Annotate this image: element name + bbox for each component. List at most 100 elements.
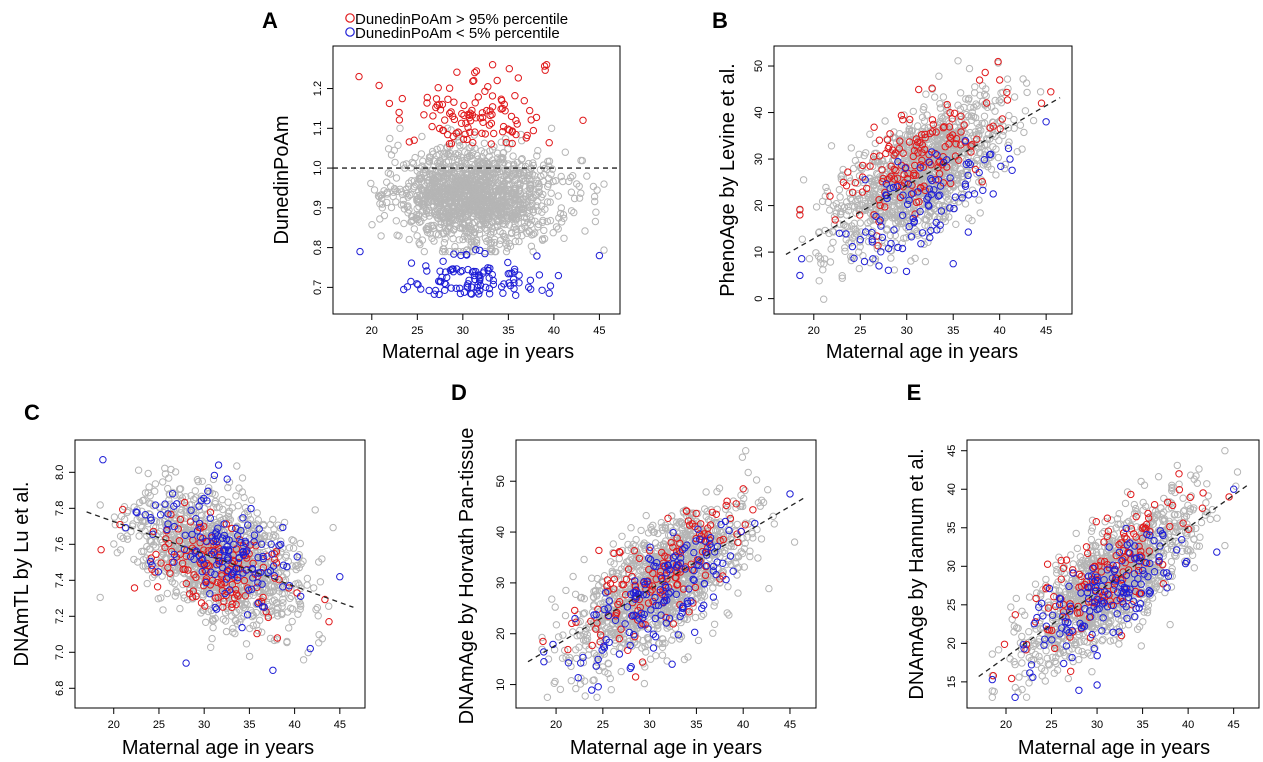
data-point-high [935, 158, 943, 167]
data-point-low [886, 184, 894, 193]
data-point [425, 191, 433, 199]
data-point-high [458, 110, 466, 118]
data-point-low [917, 240, 925, 248]
data-point [842, 222, 850, 230]
data-point [433, 197, 441, 205]
data-point [390, 184, 399, 193]
data-point [968, 186, 977, 194]
data-point [965, 214, 973, 222]
data-point-high [498, 96, 506, 105]
data-point [439, 200, 447, 208]
data-point-high [918, 156, 926, 165]
data-point [870, 182, 878, 190]
data-point-low [877, 222, 885, 230]
data-point-high [499, 122, 508, 131]
data-point [425, 157, 433, 165]
data-point [836, 193, 844, 201]
data-point [983, 103, 992, 112]
data-point [754, 554, 762, 562]
data-point [511, 237, 520, 246]
data-point [400, 219, 408, 228]
data-point [992, 171, 1000, 179]
data-point [96, 593, 104, 602]
data-point-low [918, 229, 927, 237]
data-point [878, 236, 886, 245]
y-tick-label: 30 [753, 153, 765, 165]
data-point [941, 188, 950, 196]
data-point [883, 225, 891, 233]
data-point [565, 177, 573, 186]
data-point [412, 211, 420, 219]
data-point-low [872, 212, 880, 221]
data-point [820, 260, 828, 268]
data-point [452, 161, 460, 169]
data-point [874, 170, 882, 179]
data-point-high [487, 119, 496, 128]
panel-a: A 20 25 30 35 40 45 0.70.80.91.01.11.2 Matern… [262, 8, 621, 363]
data-point [387, 151, 396, 159]
data-point-low [868, 235, 876, 244]
data-point [544, 180, 553, 188]
data-point [523, 229, 531, 237]
data-point [413, 232, 421, 240]
data-point-high [498, 104, 507, 113]
data-point [416, 175, 425, 184]
data-point [501, 135, 510, 143]
data-point-high [488, 103, 497, 111]
data-point [1001, 160, 1009, 169]
data-point [468, 238, 476, 246]
data-point [799, 176, 808, 184]
data-point-high [957, 112, 965, 120]
data-point [529, 159, 537, 167]
data-point [829, 202, 838, 210]
data-point-high [796, 205, 804, 214]
data-point [573, 180, 581, 188]
data-point [853, 195, 862, 204]
data-point-high [481, 130, 489, 138]
data-point [497, 209, 506, 218]
data-point-high [541, 66, 549, 74]
data-point-low [546, 282, 555, 290]
plot-frame-a [332, 45, 621, 315]
data-point-high [471, 99, 479, 107]
data-point [396, 124, 404, 133]
data-point-high [906, 115, 914, 124]
data-point [920, 117, 929, 125]
colored-points-a [355, 60, 604, 299]
data-point [546, 216, 555, 225]
data-point-high [486, 111, 494, 120]
data-point [861, 199, 870, 208]
data-point-low [898, 244, 907, 253]
data-point [835, 186, 844, 194]
data-point [909, 107, 917, 116]
data-point-high [474, 93, 482, 101]
data-point [163, 589, 172, 598]
data-point [959, 122, 967, 130]
data-point [843, 198, 851, 206]
data-point-high [928, 84, 936, 92]
data-point [547, 124, 556, 133]
data-point-low [255, 525, 263, 533]
data-point [980, 90, 989, 98]
data-point-low [1008, 166, 1016, 175]
data-point-high [934, 163, 942, 172]
data-point [238, 474, 247, 482]
data-point-high [870, 211, 878, 219]
data-point [380, 211, 389, 220]
data-point-high [948, 115, 956, 123]
data-point [1010, 93, 1019, 101]
data-point [440, 239, 449, 247]
y-tick-label: 1.2 [312, 81, 324, 96]
data-point [845, 189, 854, 197]
data-point [854, 190, 862, 198]
data-point-high [796, 211, 804, 219]
data-point [855, 248, 863, 256]
data-point-low [450, 250, 458, 258]
data-point-high [967, 142, 975, 150]
data-point [869, 162, 877, 171]
data-point [316, 578, 325, 586]
data-point [968, 108, 976, 116]
data-point [134, 466, 143, 474]
legend-low-label: DunedinPoAm < 5% percentile [355, 25, 560, 42]
data-point [947, 172, 956, 180]
